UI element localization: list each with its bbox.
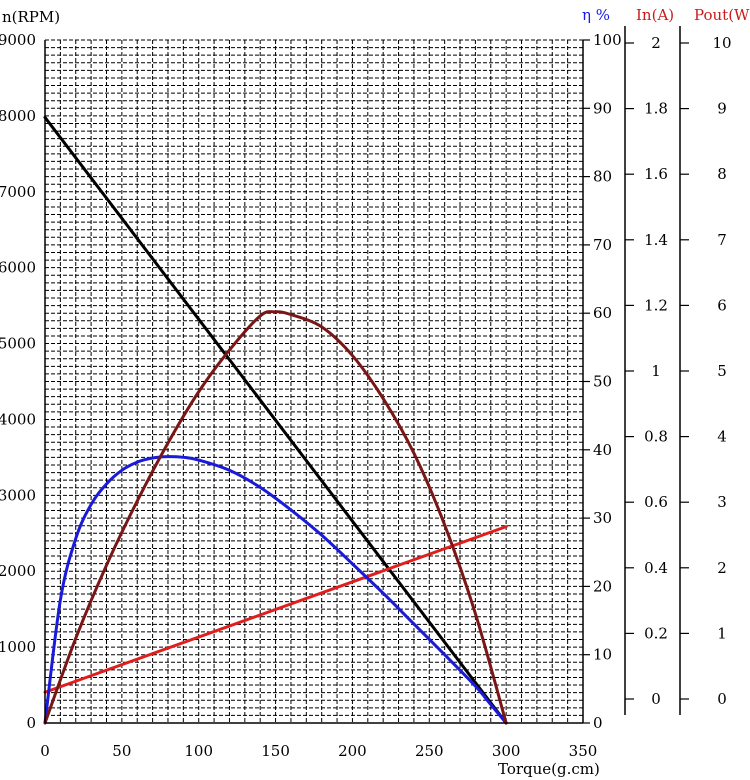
speed-axis-label: n(RPM) — [2, 8, 60, 26]
series-group — [43, 115, 508, 725]
speed-tick-label: 3000 — [0, 486, 36, 504]
power-tick-label: 10 — [712, 34, 731, 52]
power-tick-label: 4 — [717, 428, 727, 446]
x-tick-label: 0 — [40, 742, 50, 760]
efficiency-tick-label: 50 — [593, 373, 612, 391]
efficiency-tick-label: 100 — [593, 31, 622, 49]
power-tick-label: 1 — [717, 624, 727, 642]
efficiency-tick-label: 40 — [593, 441, 612, 459]
current-tick-label: 1.8 — [644, 100, 668, 118]
x-tick-label: 100 — [184, 742, 213, 760]
current-tick-label: 1.2 — [644, 296, 668, 314]
labels-group: n(RPM) η % In(A) Pout(W) Torque(g.cm) — [2, 6, 750, 778]
series-line-power — [43, 310, 508, 725]
power-tick-label: 0 — [717, 690, 727, 708]
current-tick-label: 0.6 — [644, 493, 668, 511]
power-tick-label: 8 — [717, 165, 727, 183]
efficiency-axis-label: η % — [582, 6, 610, 24]
x-tick-label: 150 — [261, 742, 290, 760]
speed-tick-label: 7000 — [0, 183, 36, 201]
current-tick-label: 2 — [651, 34, 661, 52]
series-line-efficiency — [43, 455, 508, 725]
grid — [44, 39, 584, 724]
efficiency-tick-label: 60 — [593, 304, 612, 322]
current-tick-label: 0.4 — [644, 559, 668, 577]
current-tick-label: 1.6 — [644, 165, 668, 183]
x-tick-label: 300 — [492, 742, 521, 760]
current-axis-label: In(A) — [636, 6, 674, 24]
x-tick-label: 350 — [569, 742, 598, 760]
x-tick-label: 50 — [112, 742, 131, 760]
efficiency-tick-label: 90 — [593, 99, 612, 117]
efficiency-tick-label: 80 — [593, 168, 612, 186]
axes-group: 0 50 100 150 200 250 300 3500100020003000400050… — [0, 26, 732, 760]
speed-tick-label: 2000 — [0, 562, 36, 580]
current-tick-label: 1 — [651, 362, 661, 380]
current-tick-label: 1.4 — [644, 231, 668, 249]
power-tick-label: 9 — [717, 100, 727, 118]
efficiency-tick-label: 0 — [593, 714, 603, 732]
speed-tick-label: 5000 — [0, 335, 36, 353]
speed-tick-label: 6000 — [0, 259, 36, 277]
series-line-speed — [43, 115, 508, 725]
current-tick-label: 0.2 — [644, 624, 668, 642]
efficiency-tick-label: 10 — [593, 646, 612, 664]
x-tick-label: 250 — [415, 742, 444, 760]
power-tick-label: 5 — [717, 362, 727, 380]
series-line-current — [43, 525, 508, 694]
speed-tick-label: 0 — [26, 714, 36, 732]
power-axis-label: Pout(W) — [694, 6, 750, 24]
speed-tick-label: 9000 — [0, 31, 36, 49]
power-tick-label: 3 — [717, 493, 727, 511]
efficiency-tick-label: 70 — [593, 236, 612, 254]
current-tick-label: 0.8 — [644, 428, 668, 446]
speed-tick-label: 4000 — [0, 410, 36, 428]
speed-tick-label: 8000 — [0, 107, 36, 125]
efficiency-tick-label: 30 — [593, 509, 612, 527]
efficiency-tick-label: 20 — [593, 577, 612, 595]
power-tick-label: 7 — [717, 231, 727, 249]
power-tick-label: 6 — [717, 296, 727, 314]
x-axis-label: Torque(g.cm) — [498, 760, 600, 778]
power-tick-label: 2 — [717, 559, 727, 577]
current-tick-label: 0 — [651, 690, 661, 708]
speed-tick-label: 1000 — [0, 638, 36, 656]
x-tick-label: 200 — [338, 742, 367, 760]
